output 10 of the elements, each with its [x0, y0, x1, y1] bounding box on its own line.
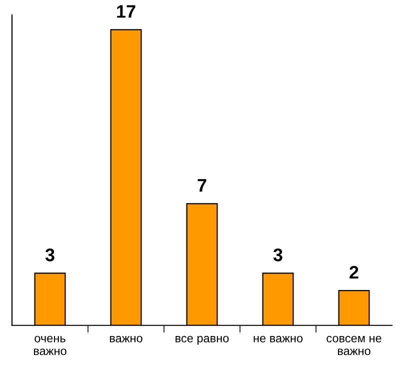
x-tick-label: совсем не важно — [326, 336, 382, 356]
x-tick-label: не важно — [254, 336, 303, 342]
data-label: 7 — [198, 179, 206, 192]
data-label: 3 — [45, 248, 54, 262]
data-label: 17 — [117, 5, 136, 18]
data-label: 2 — [350, 266, 358, 279]
x-tick-label: очень важно — [34, 336, 66, 356]
x-tick-label: все равно — [176, 336, 229, 345]
x-tick-label: важно — [110, 336, 142, 342]
data-label: 3 — [273, 248, 282, 262]
